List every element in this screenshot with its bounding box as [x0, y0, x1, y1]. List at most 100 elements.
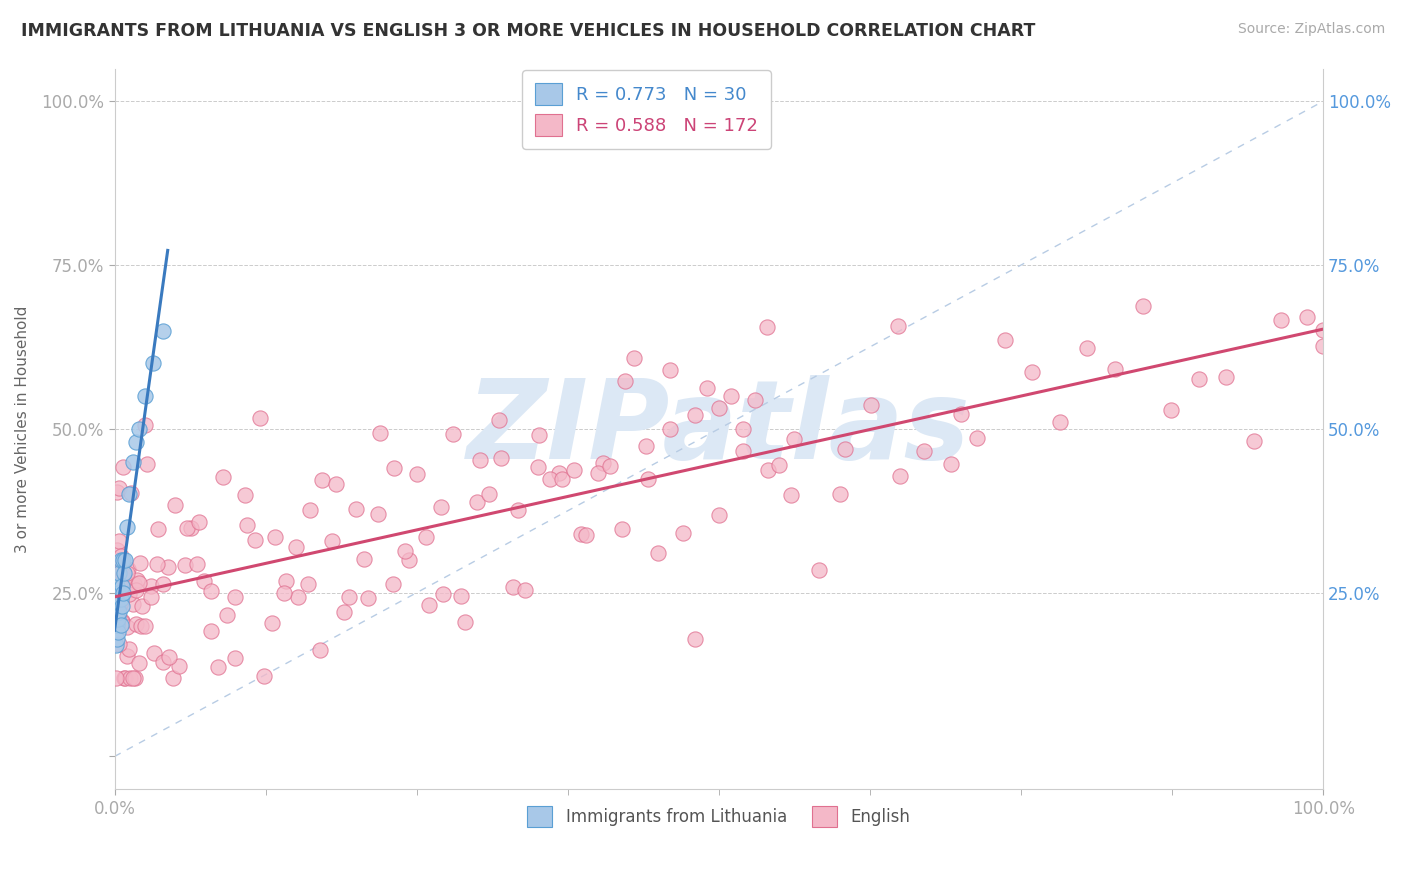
Point [111, 585, 134, 599]
Point [357, 591, 380, 605]
Point [454, 615, 477, 629]
Point [129, 619, 152, 633]
Point [108, 605, 131, 619]
Point [249, 410, 271, 425]
Point [108, 481, 131, 495]
Point [111, 568, 134, 582]
Point [488, 413, 510, 427]
Text: ZIPatlas: ZIPatlas [467, 376, 970, 483]
Point [167, 658, 190, 673]
Point [828, 486, 851, 500]
Point [683, 409, 706, 423]
Point [538, 472, 561, 486]
Point [105, 579, 128, 593]
Point [696, 381, 718, 395]
Point [707, 401, 730, 415]
Point [394, 544, 416, 558]
Point [1296, 310, 1319, 324]
Point [104, 594, 127, 608]
Point [224, 590, 246, 604]
Point [610, 522, 633, 536]
Point [115, 566, 138, 581]
Point [112, 572, 135, 586]
Point [152, 577, 174, 591]
Point [112, 671, 135, 685]
Legend: Immigrants from Lithuania, English: Immigrants from Lithuania, English [519, 798, 918, 835]
Point [353, 552, 375, 566]
Point [134, 417, 156, 432]
Point [430, 500, 453, 514]
Point [215, 608, 238, 623]
Point [592, 456, 614, 470]
Point [180, 521, 202, 535]
Point [104, 592, 127, 607]
Point [1215, 370, 1237, 384]
Point [193, 574, 215, 588]
Point [111, 599, 134, 613]
Point [134, 618, 156, 632]
Point [120, 486, 142, 500]
Point [1076, 341, 1098, 355]
Point [188, 516, 211, 530]
Point [110, 549, 132, 563]
Point [949, 407, 972, 421]
Point [111, 553, 134, 567]
Point [176, 521, 198, 535]
Point [212, 470, 235, 484]
Point [707, 508, 730, 523]
Point [834, 442, 856, 456]
Point [110, 592, 132, 607]
Point [157, 650, 180, 665]
Point [515, 583, 537, 598]
Point [107, 624, 129, 639]
Point [264, 530, 287, 544]
Point [233, 488, 256, 502]
Point [415, 530, 437, 544]
Point [121, 597, 143, 611]
Point [207, 660, 229, 674]
Point [381, 576, 404, 591]
Point [111, 615, 134, 629]
Point [508, 503, 530, 517]
Point [586, 466, 609, 480]
Point [129, 556, 152, 570]
Point [139, 591, 162, 605]
Point [284, 540, 307, 554]
Point [647, 546, 669, 560]
Point [108, 637, 131, 651]
Point [122, 577, 145, 591]
Point [758, 463, 780, 477]
Point [104, 618, 127, 632]
Point [111, 579, 134, 593]
Point [780, 488, 803, 502]
Point [1104, 362, 1126, 376]
Point [114, 553, 136, 567]
Point [125, 434, 148, 449]
Point [273, 586, 295, 600]
Point [260, 616, 283, 631]
Point [731, 422, 754, 436]
Point [128, 656, 150, 670]
Point [156, 560, 179, 574]
Point [111, 558, 134, 572]
Point [107, 612, 129, 626]
Point [599, 458, 621, 473]
Point [548, 466, 571, 480]
Point [104, 553, 127, 567]
Point [136, 457, 159, 471]
Point [939, 457, 962, 471]
Point [112, 566, 135, 580]
Point [1312, 339, 1334, 353]
Point [127, 574, 149, 588]
Point [124, 671, 146, 685]
Point [382, 461, 405, 475]
Point [1312, 323, 1334, 337]
Point [108, 534, 131, 549]
Point [1188, 372, 1211, 386]
Point [118, 587, 141, 601]
Point [110, 553, 132, 567]
Point [808, 563, 831, 577]
Point [309, 642, 332, 657]
Point [105, 618, 128, 632]
Point [465, 495, 488, 509]
